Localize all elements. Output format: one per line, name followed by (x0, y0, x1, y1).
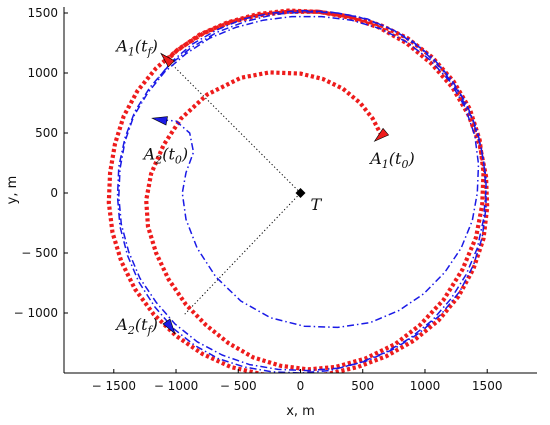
y-tick-label: − 500 (21, 246, 58, 260)
target-marker (295, 188, 306, 198)
label-A2-t0: A2(t0) (142, 144, 189, 166)
y-tick-label: − 1000 (14, 306, 58, 320)
x-tick-label: 1500 (472, 379, 503, 393)
y-tick-label: 1500 (27, 6, 58, 20)
marker-A2-t0 (151, 116, 168, 126)
plot-area (106, 8, 490, 373)
label-A1-tf: A1(tf) (114, 36, 158, 58)
target-label: T (311, 195, 323, 214)
x-tick-label: 1000 (410, 379, 441, 393)
sight-line-1 (166, 59, 301, 194)
axes: − 1500 − 1000 − 500 0 500 1000 1500 − 1000 − 500… (5, 6, 537, 419)
label-A2-tf: A2(tf) (114, 315, 158, 337)
label-A1-t0: A1(t0) (368, 149, 415, 171)
x-tick-label: − 500 (220, 379, 257, 393)
marker-A1-t0 (373, 127, 390, 142)
series-A2-line (116, 9, 487, 373)
x-tick-label: − 1500 (92, 379, 136, 393)
marker-A2-tf (162, 318, 176, 335)
y-axis-title: y, m (5, 176, 20, 205)
annotations: T A1(tf) A2(t0) A1(t0) A2(tf) (114, 36, 414, 336)
y-tick-label: 500 (35, 126, 58, 140)
x-tick-label: − 1000 (154, 379, 198, 393)
sight-line-2 (184, 192, 301, 315)
y-tick-label: 1000 (27, 66, 58, 80)
x-axis-title: x, m (286, 404, 315, 419)
marker-A1-tf (160, 52, 175, 68)
y-tick-label: 0 (50, 186, 58, 200)
x-tick-label: 500 (351, 379, 374, 393)
series-group (106, 8, 490, 373)
x-tick-label: 0 (297, 379, 305, 393)
